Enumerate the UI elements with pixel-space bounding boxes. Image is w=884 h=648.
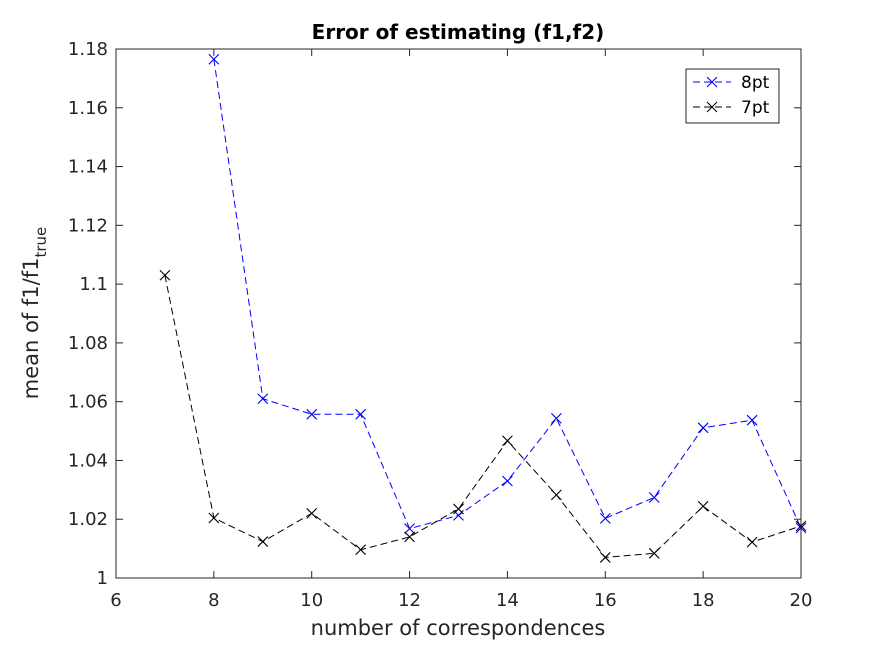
data-point xyxy=(404,523,415,535)
x-tick-label: 20 xyxy=(790,590,813,611)
data-point xyxy=(355,544,367,556)
y-axis-label: mean of f1/f1true xyxy=(19,227,50,400)
series-layer xyxy=(159,53,807,563)
data-point xyxy=(257,393,269,405)
x-tick-label: 18 xyxy=(692,590,715,611)
data-point xyxy=(306,507,318,519)
data-point xyxy=(208,512,220,524)
y-tick-label: 1.02 xyxy=(68,509,108,530)
data-point xyxy=(550,413,562,424)
legend-marker xyxy=(706,76,718,88)
x-axis-label: number of correspondences xyxy=(311,616,606,640)
x-tick-label: 14 xyxy=(496,590,519,611)
y-tick-label: 1.16 xyxy=(68,98,108,119)
y-tick-label: 1.04 xyxy=(68,450,108,471)
y-tick-label: 1.18 xyxy=(68,39,108,60)
data-point xyxy=(453,503,464,515)
data-point xyxy=(208,53,220,65)
y-axis-label-subscript: true xyxy=(32,227,50,258)
data-point xyxy=(697,500,709,512)
data-point xyxy=(648,547,660,559)
plot-frame xyxy=(115,48,802,579)
plot-background xyxy=(116,49,801,578)
y-tick-label: 1.06 xyxy=(68,392,108,413)
data-point xyxy=(257,536,269,547)
series-7pt xyxy=(159,269,807,563)
y-axis-label-main: mean of f1/f1 xyxy=(19,258,43,400)
legend-label: 8pt xyxy=(741,73,770,93)
x-tick-label: 12 xyxy=(398,590,421,611)
data-point xyxy=(502,475,513,487)
data-point xyxy=(306,408,318,420)
data-point xyxy=(599,552,611,563)
legend-entry-8pt: 8pt xyxy=(693,73,770,93)
y-tick-label: 1.12 xyxy=(68,215,108,236)
data-point xyxy=(502,435,513,447)
x-tick-label: 8 xyxy=(208,590,219,611)
data-point xyxy=(355,408,367,420)
y-tick-label: 1.08 xyxy=(68,333,108,354)
y-tick-label: 1.14 xyxy=(68,157,108,178)
y-tick-label: 1 xyxy=(97,568,108,589)
y-tick-label: 1.1 xyxy=(79,274,108,295)
chart-title: Error of estimating (f1,f2) xyxy=(312,20,605,44)
x-tick-label: 16 xyxy=(594,590,617,611)
data-point xyxy=(697,422,709,434)
data-point xyxy=(550,489,562,501)
data-point xyxy=(648,492,660,503)
data-point xyxy=(746,414,758,426)
legend-box xyxy=(685,68,780,124)
data-point xyxy=(599,512,611,524)
legend-marker xyxy=(706,101,718,113)
data-point xyxy=(404,531,415,543)
ticks-layer: 6 8 10 12 14 16 18 20 1 1.02 1.04 1.06 1.08 1.1 1.12 1.… xyxy=(68,39,813,611)
series-line-7pt xyxy=(164,275,802,558)
x-tick-label: 6 xyxy=(110,590,121,611)
legend-entry-7pt: 7pt xyxy=(693,98,770,118)
x-tick-label: 10 xyxy=(300,590,323,611)
legend-label: 7pt xyxy=(741,98,770,118)
data-point xyxy=(746,536,758,548)
data-point xyxy=(159,269,171,281)
